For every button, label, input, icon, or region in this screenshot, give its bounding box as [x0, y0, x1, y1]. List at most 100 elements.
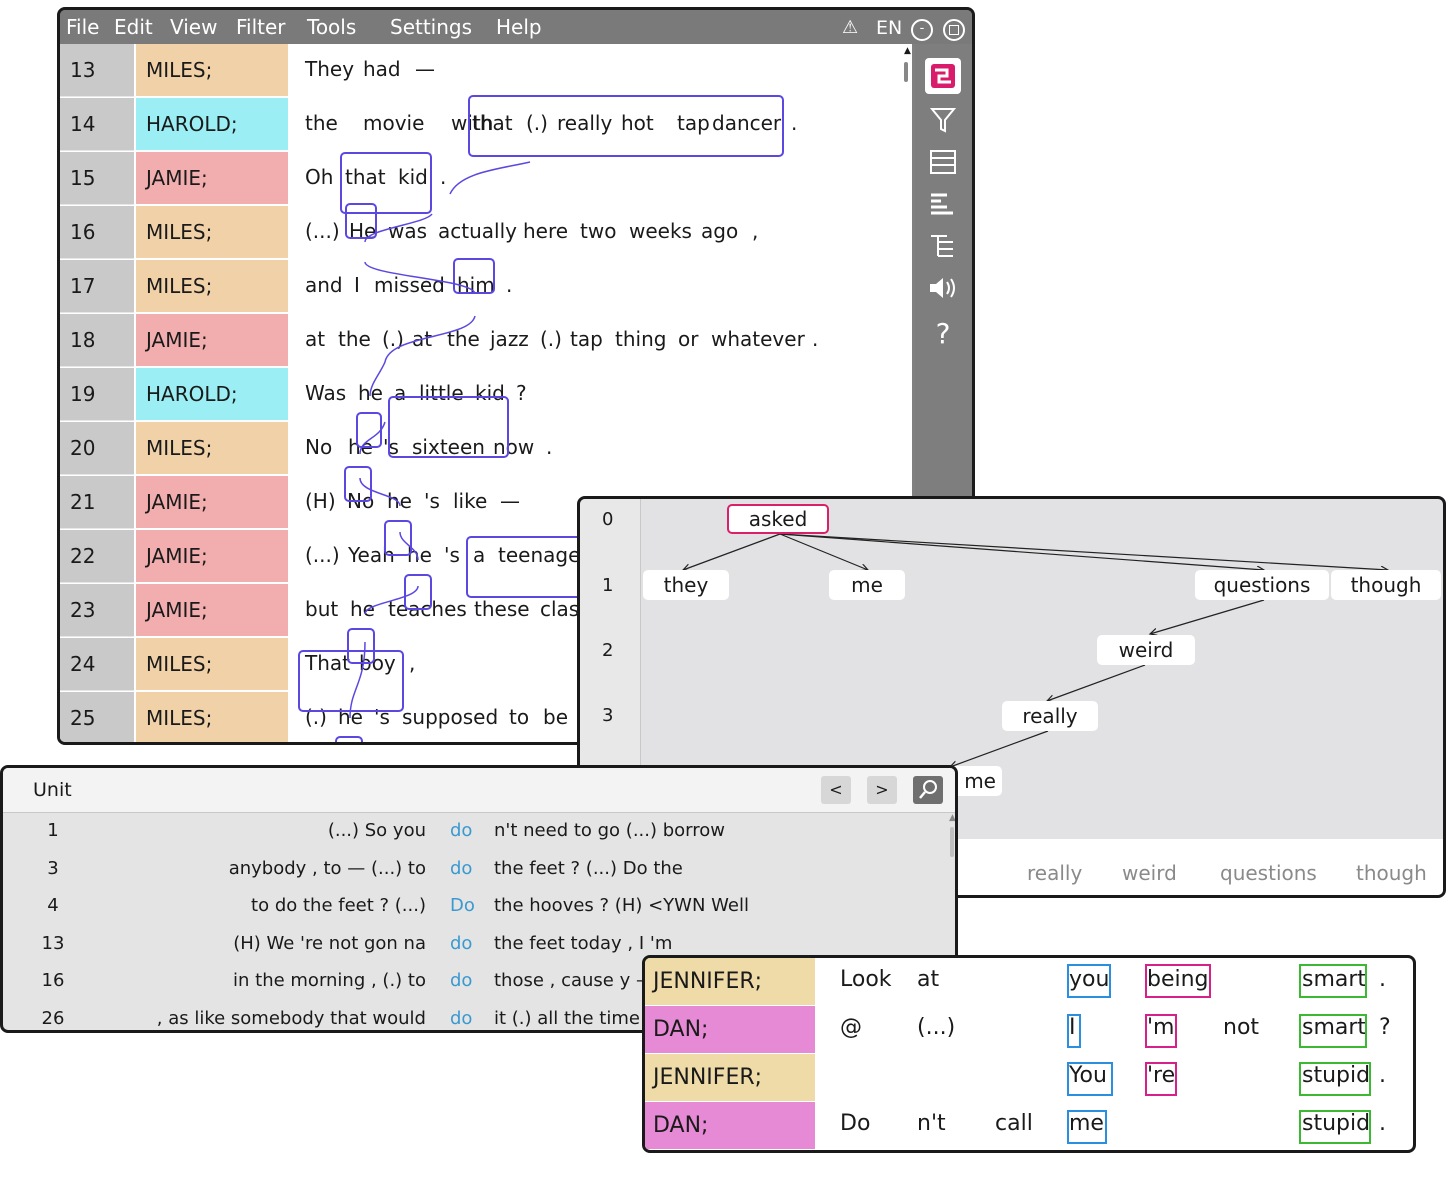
token[interactable]: two: [580, 219, 617, 243]
token[interactable]: (.): [526, 111, 548, 135]
coref-word[interactable]: smart: [1302, 1015, 1367, 1040]
mention-box[interactable]: [344, 466, 372, 502]
transcript-row[interactable]: 19 HAROLD; Was he a little kid?: [60, 368, 912, 422]
token[interactable]: a: [473, 543, 486, 567]
token[interactable]: whatever: [711, 327, 805, 351]
search-icon[interactable]: [913, 776, 943, 804]
mention-box[interactable]: [468, 95, 784, 157]
speaker-label[interactable]: MILES;: [136, 206, 288, 259]
mention-box-you[interactable]: [1067, 1062, 1113, 1096]
speaker-icon[interactable]: [925, 270, 961, 306]
token[interactable]: that: [472, 111, 513, 135]
menu-file[interactable]: File: [66, 15, 100, 39]
transcript-row[interactable]: 21 JAMIE; (H) No he's like —: [60, 476, 912, 530]
token[interactable]: but: [305, 597, 339, 621]
mention-box-you[interactable]: [1067, 964, 1111, 998]
token[interactable]: ?: [516, 381, 527, 405]
token[interactable]: the: [305, 111, 338, 135]
token[interactable]: He: [349, 219, 377, 243]
token[interactable]: (H): [305, 489, 336, 513]
table-view-icon[interactable]: [925, 144, 961, 180]
token[interactable]: these: [474, 597, 530, 621]
token[interactable]: kid: [398, 165, 428, 189]
speaker-label[interactable]: JAMIE;: [136, 530, 288, 583]
token[interactable]: the: [338, 327, 371, 351]
tree-node[interactable]: weird: [1097, 635, 1195, 665]
tree-node[interactable]: though: [1331, 570, 1441, 600]
tree-node-root[interactable]: asked: [727, 504, 829, 534]
mention-box[interactable]: [335, 736, 363, 742]
speaker-label[interactable]: JAMIE;: [136, 314, 288, 367]
token[interactable]: to: [509, 705, 530, 729]
transcript-row[interactable]: 20 MILES; No he's sixteen now.: [60, 422, 912, 476]
text-align-icon[interactable]: [925, 186, 961, 222]
token[interactable]: 's: [444, 543, 460, 567]
token[interactable]: 's: [383, 435, 399, 459]
speaker-label[interactable]: JAMIE;: [136, 476, 288, 529]
scrollbar[interactable]: ▲: [902, 46, 911, 86]
token[interactable]: movie: [363, 111, 425, 135]
token[interactable]: teenage: [498, 543, 581, 567]
token[interactable]: thing: [615, 327, 667, 351]
mention-box[interactable]: [384, 520, 412, 556]
token[interactable]: was: [388, 219, 428, 243]
token[interactable]: —: [415, 57, 435, 81]
mention-box[interactable]: [453, 258, 495, 294]
token[interactable]: a: [394, 381, 407, 405]
token[interactable]: (.): [382, 327, 404, 351]
coref-word[interactable]: I: [1069, 1015, 1076, 1040]
speaker-label[interactable]: MILES;: [136, 638, 288, 691]
token[interactable]: clas: [540, 597, 580, 621]
token[interactable]: (...): [305, 543, 340, 567]
token[interactable]: tap: [570, 327, 603, 351]
token[interactable]: he: [387, 489, 412, 513]
coref-word[interactable]: me: [1069, 1111, 1104, 1136]
menu-view[interactable]: View: [170, 15, 218, 39]
mention-box-me[interactable]: [1067, 1110, 1107, 1144]
filter-icon[interactable]: [925, 102, 961, 138]
token[interactable]: here: [523, 219, 569, 243]
concordance-scrollbar[interactable]: ▲: [948, 813, 955, 863]
token[interactable]: little: [419, 381, 464, 405]
speaker-label[interactable]: JAMIE;: [136, 584, 288, 637]
token[interactable]: Was: [305, 381, 347, 405]
tree-node[interactable]: they: [643, 570, 729, 600]
mention-box[interactable]: [298, 650, 404, 712]
token[interactable]: with: [451, 111, 494, 135]
mention-box-being[interactable]: [1145, 964, 1211, 998]
token[interactable]: really: [557, 111, 613, 135]
token[interactable]: —: [500, 489, 520, 513]
token[interactable]: kid: [475, 381, 505, 405]
token[interactable]: No: [305, 435, 333, 459]
concordance-row[interactable]: 1 (...) So you do n't need to go (...) borr…: [3, 812, 953, 849]
token[interactable]: supposed: [402, 705, 499, 729]
transcript-row[interactable]: 14 HAROLD; the movie with that (.) really hot tap…: [60, 98, 912, 152]
mention-box[interactable]: [466, 536, 594, 598]
transcript-row[interactable]: 23 JAMIE; but he teaches these clas: [60, 584, 912, 638]
token[interactable]: I: [354, 273, 360, 297]
transcript-row[interactable]: 24 MILES; That boy,: [60, 638, 912, 692]
language-indicator[interactable]: EN: [876, 17, 903, 39]
mention-box[interactable]: [388, 396, 509, 458]
token[interactable]: be: [543, 705, 568, 729]
minimize-icon[interactable]: -: [911, 19, 933, 41]
token[interactable]: or: [678, 327, 699, 351]
mention-box-smart[interactable]: [1299, 1014, 1367, 1048]
speaker-label[interactable]: JAMIE;: [136, 152, 288, 205]
token[interactable]: he: [350, 597, 375, 621]
speaker-label[interactable]: MILES;: [136, 692, 288, 742]
coref-word[interactable]: 'm: [1147, 1015, 1175, 1040]
coref-word[interactable]: stupid: [1302, 1063, 1371, 1088]
mention-box[interactable]: [345, 203, 377, 239]
token[interactable]: ,: [752, 219, 759, 243]
menu-settings[interactable]: Settings: [390, 15, 473, 39]
token[interactable]: That: [305, 651, 350, 675]
token[interactable]: .: [546, 435, 553, 459]
mention-box[interactable]: [340, 152, 432, 214]
token[interactable]: .: [506, 273, 513, 297]
token[interactable]: jazz: [490, 327, 529, 351]
help-icon[interactable]: ?: [935, 317, 951, 350]
concordance-row[interactable]: 3 anybody , to — (...) to do the feet ? (..…: [3, 850, 953, 887]
mention-box-am[interactable]: [1145, 1014, 1177, 1048]
mention-box-stupid[interactable]: [1299, 1062, 1371, 1096]
